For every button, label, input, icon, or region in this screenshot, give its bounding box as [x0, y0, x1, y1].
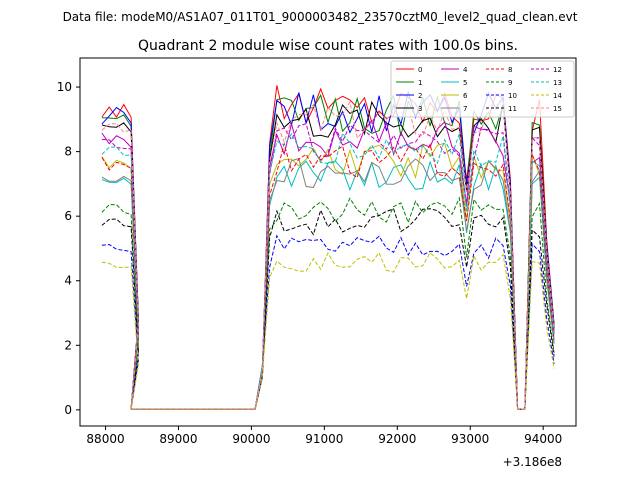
series-layer: [101, 85, 555, 410]
legend-label-3: 3: [418, 105, 422, 113]
legend-label-15: 15: [553, 105, 562, 113]
legend-label-5: 5: [463, 79, 467, 87]
legend-label-13: 13: [553, 79, 562, 87]
legend-label-1: 1: [418, 79, 422, 87]
x-tick-label: 92000: [378, 432, 416, 446]
plot-area: 88000 89000 90000 91000 92000 93000 94000 0 2 4 6…: [57, 57, 577, 469]
legend-label-8: 8: [508, 66, 512, 74]
x-axis: 88000 89000 90000 91000 92000 93000 94000: [86, 426, 562, 446]
x-tick-label: 88000: [86, 432, 124, 446]
legend-label-2: 2: [418, 92, 422, 100]
y-tick-label: 8: [64, 145, 72, 159]
y-tick-label: 0: [64, 403, 72, 417]
legend-label-14: 14: [553, 92, 562, 100]
legend-label-0: 0: [418, 66, 422, 74]
legend-label-9: 9: [508, 79, 512, 87]
series-line-15: [101, 100, 555, 410]
axes-frame: [79, 57, 577, 427]
chart-title: Quadrant 2 module wise count rates with …: [138, 38, 518, 54]
y-tick-label: 4: [64, 274, 72, 288]
legend-label-12: 12: [553, 66, 562, 74]
suptitle: Data file: modeM0/AS1A07_011T01_90000034…: [63, 10, 578, 24]
legend-label-7: 7: [463, 105, 467, 113]
y-tick-label: 10: [57, 80, 72, 94]
x-tick-label: 94000: [524, 432, 562, 446]
x-tick-label: 93000: [451, 432, 489, 446]
legend-label-11: 11: [508, 105, 517, 113]
y-tick-label: 2: [64, 338, 72, 352]
series-line-8: [101, 141, 555, 410]
y-tick-label: 6: [64, 209, 72, 223]
x-offset-label: +3.186e8: [503, 455, 562, 469]
legend-box: [390, 60, 575, 118]
y-axis: 0 2 4 6 8 10: [57, 80, 80, 417]
legend-label-6: 6: [463, 92, 468, 100]
x-tick-label: 90000: [232, 432, 270, 446]
series-line-11: [101, 208, 555, 410]
x-tick-label: 89000: [159, 432, 197, 446]
x-tick-label: 91000: [305, 432, 343, 446]
legend-label-4: 4: [463, 66, 468, 74]
legend-label-10: 10: [508, 92, 517, 100]
